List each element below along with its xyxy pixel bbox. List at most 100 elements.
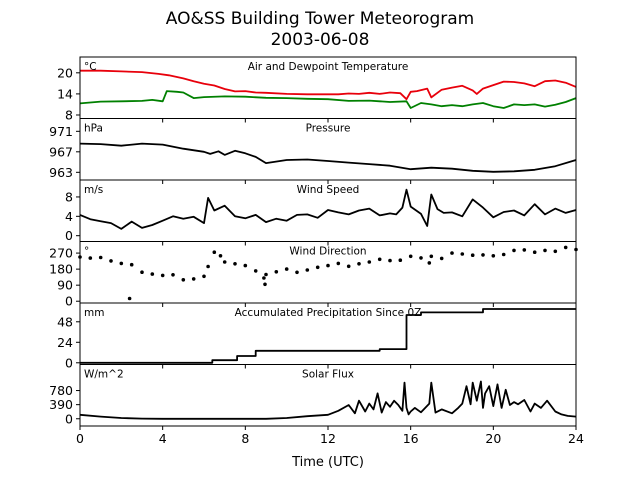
data-point (305, 268, 310, 272)
data-point (253, 269, 258, 273)
y-tick-label: 4 (65, 209, 73, 224)
panel-title: Pressure (306, 123, 351, 135)
data-point (295, 270, 299, 275)
y-tick-label: 14 (57, 86, 73, 101)
panel-title: Air and Dewpoint Temperature (248, 61, 409, 73)
data-point (326, 263, 330, 268)
data-point (377, 257, 382, 262)
data-point (140, 270, 144, 275)
x-tick-label: 0 (76, 431, 84, 446)
data-point (470, 253, 475, 257)
y-tick-label: 24 (57, 335, 73, 350)
y-tick-label: 780 (49, 383, 73, 398)
data-point (522, 248, 527, 252)
data-point (439, 256, 444, 261)
data-point (262, 276, 266, 280)
data-point (233, 262, 237, 266)
x-tick-label: 12 (320, 431, 336, 446)
panel-0: 8 14 20 °C Air and Dewpoint Temperature (57, 56, 577, 123)
data-point (427, 261, 432, 265)
data-point (160, 273, 165, 278)
panel-4: 0 24 48 mm Accumulated Precipitation Since 0… (57, 302, 577, 370)
x-tick-label: 4 (159, 431, 167, 446)
data-point (398, 258, 403, 263)
panel-unit-label: °C (84, 61, 97, 73)
data-point (450, 251, 454, 255)
y-tick-label: 963 (49, 165, 73, 180)
data-point (501, 252, 506, 257)
y-tick-label: 8 (65, 189, 73, 204)
panel-unit-label: ° (84, 246, 89, 258)
data-point (563, 245, 568, 250)
data-point (218, 254, 223, 258)
data-point (150, 272, 155, 276)
data-point (274, 270, 279, 274)
panel-unit-label: m/s (84, 184, 103, 196)
data-point (284, 267, 289, 271)
series-line-0 (80, 69, 577, 101)
data-point (429, 254, 434, 259)
y-tick-label: 48 (57, 314, 73, 329)
y-tick-label: 0 (65, 355, 73, 370)
panel-1: 963 967 971 hPa Pressure (49, 118, 577, 184)
data-point (127, 296, 132, 301)
y-tick-label: 180 (49, 262, 73, 277)
series-line-0 (79, 142, 577, 173)
data-point (129, 262, 134, 267)
y-tick-label: 270 (49, 246, 73, 261)
data-point (315, 265, 320, 270)
data-point (212, 250, 217, 254)
data-point (222, 260, 227, 264)
y-tick-label: 390 (49, 397, 73, 412)
y-tick-label: 967 (49, 144, 73, 159)
series-line-0 (79, 188, 577, 230)
data-point (460, 252, 465, 256)
data-point (88, 256, 93, 260)
figure-title-line1: AO&SS Building Tower Meteorogram (166, 9, 474, 29)
data-point (202, 274, 206, 279)
x-tick-label: 8 (241, 431, 249, 446)
data-point (171, 273, 175, 277)
series-line-0 (80, 308, 576, 364)
panel-unit-label: W/m^2 (84, 369, 124, 381)
x-axis-label: Time (UTC) (291, 455, 364, 470)
data-point (419, 256, 423, 260)
data-point (491, 254, 496, 258)
data-point (388, 258, 392, 263)
data-point (512, 248, 516, 253)
panel-2: 0 4 8 m/s Wind Speed (65, 179, 577, 246)
data-point (336, 261, 341, 266)
data-point (119, 261, 124, 266)
panel-title: Solar Flux (302, 369, 354, 381)
data-point (553, 249, 558, 254)
data-point (206, 264, 210, 269)
data-point (98, 255, 103, 260)
data-point (191, 277, 196, 281)
panel-unit-label: hPa (84, 123, 103, 135)
data-point (532, 250, 537, 254)
x-tick-label: 16 (403, 431, 419, 446)
data-point (346, 264, 351, 269)
y-tick-label: 0 (65, 228, 73, 243)
panel-title: Accumulated Precipitation Since 0Z (235, 307, 422, 319)
data-point (408, 254, 413, 259)
data-point (357, 262, 361, 266)
data-point (263, 282, 267, 287)
figure-title-line2: 2003-06-08 (271, 30, 370, 50)
data-point (481, 253, 485, 257)
x-tick-label: 20 (485, 431, 501, 446)
panel-title: Wind Direction (289, 246, 366, 258)
panel-unit-label: mm (84, 307, 104, 319)
data-point (243, 263, 248, 268)
panel-title: Wind Speed (297, 184, 360, 196)
y-tick-label: 8 (65, 107, 73, 122)
x-tick-label: 24 (568, 431, 584, 446)
data-point (264, 272, 268, 277)
data-point (367, 260, 372, 264)
series-line-0 (79, 380, 577, 420)
y-tick-label: 971 (49, 124, 73, 139)
